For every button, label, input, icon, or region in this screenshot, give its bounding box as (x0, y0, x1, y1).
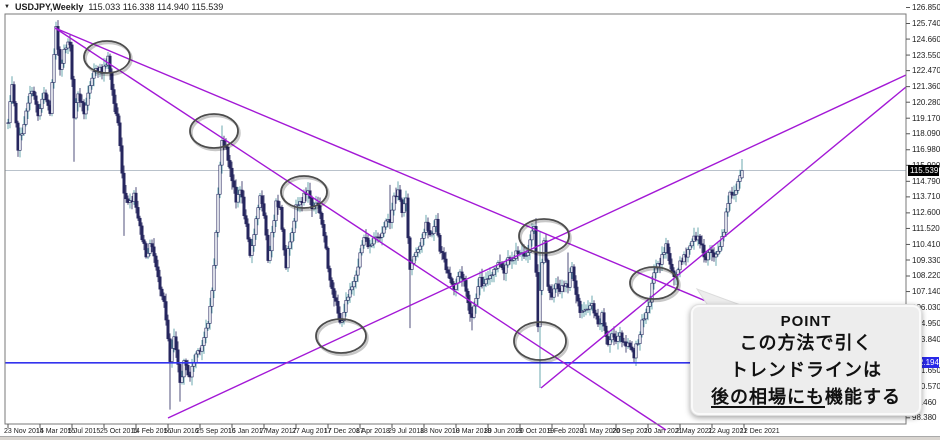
trendline[interactable] (167, 74, 907, 419)
price-tick-label: 125.740 (912, 19, 940, 28)
date-tick-label: 9 Feb 2020 (548, 428, 584, 435)
annotation-ellipse[interactable] (513, 321, 567, 361)
price-tick-label: 101.650 (912, 366, 940, 376)
date-tick-label: 29 Jul 2018 (388, 428, 425, 435)
callout-title: POINT (780, 313, 832, 330)
date-tick-label: 2 May 2021 (676, 428, 713, 435)
annotation-ellipse[interactable] (518, 218, 570, 254)
trendline[interactable] (54, 27, 667, 431)
price-tick-label: 121.360 (912, 82, 940, 92)
price-tick-label: 123.550 (912, 50, 940, 60)
callout-line-1: この方法で引く (739, 333, 873, 353)
price-tick-label: 119.170 (912, 113, 940, 123)
date-tick-label: 17 Dec 2017 (324, 428, 364, 435)
date-tick-label: 15 Mar 2015 (36, 428, 76, 435)
date-tick-label: 12 Dec 2021 (740, 428, 780, 435)
trendline[interactable] (540, 86, 907, 389)
annotation-ellipse[interactable] (629, 266, 679, 300)
price-tick-label: 126.850 (912, 3, 940, 12)
date-tick-label: 20 Sep 2020 (612, 428, 652, 435)
date-tick-label: 18 Nov 2018 (420, 428, 460, 435)
date-tick-label: 31 May 2020 (580, 428, 621, 435)
price-tick-label: 103.840 (912, 334, 940, 344)
point-callout: POINT この方法で引く トレンドラインは 後の相場にも機能する (690, 304, 922, 416)
price-tick-label: 124.660 (912, 34, 940, 44)
price-tick-label: 114.790 (912, 176, 940, 186)
date-tick-label: 20 Oct 2019 (516, 428, 555, 435)
date-tick-label: 5 Jul 2015 (68, 428, 101, 435)
date-tick-label: 7 May 2017 (260, 428, 297, 435)
collapse-arrow-icon[interactable]: ▼ (4, 3, 10, 10)
date-tick-label: 8 Apr 2018 (356, 428, 390, 435)
annotation-ellipse[interactable] (280, 175, 328, 209)
annotation-ellipse[interactable] (83, 40, 131, 74)
date-tick-label: 10 Jan 2021 (644, 428, 683, 435)
date-tick-label: 25 Sep 2016 (196, 428, 236, 435)
price-tick-label: 116.980 (912, 145, 940, 155)
price-tick-label: 120.280 (912, 97, 940, 107)
price-tick-label: 100.570 (912, 381, 940, 391)
price-tick-label: 107.140 (912, 287, 940, 297)
date-tick-label: 22 Aug 2021 (708, 428, 748, 435)
price-tick-label: 110.410 (912, 239, 940, 249)
symbol-timeframe-label: USDJPY,Weekly (14, 2, 84, 12)
annotation-ellipse[interactable] (315, 318, 367, 354)
date-tick-label: 10 Mar 2019 (452, 428, 492, 435)
date-tick-label: 23 Nov 2014 (4, 428, 44, 435)
callout-line-2: トレンドラインは (730, 360, 882, 380)
price-tick-label: 99.460 (912, 397, 937, 407)
hline-price-badge: 102.194 (908, 357, 939, 369)
chart-title: ▼ USDJPY,Weekly 115.033 116.338 114.940 … (4, 2, 223, 12)
date-tick-label: 25 Oct 2015 (100, 428, 139, 435)
current-price-badge: 115.539 (908, 165, 939, 177)
annotation-ellipses[interactable] (83, 40, 681, 364)
annotation-ellipse[interactable] (189, 113, 239, 149)
date-tick-label: 14 Feb 2016 (132, 428, 172, 435)
price-tick-label: 104.950 (912, 318, 940, 328)
price-tick-label: 112.600 (912, 208, 940, 218)
date-tick-label: 27 Aug 2017 (292, 428, 332, 435)
price-tick-label: 106.030 (912, 303, 940, 313)
date-tick-label: 5 Jun 2016 (164, 428, 199, 435)
callout-line-3: 後の相場にも機能する (711, 387, 901, 407)
date-tick-label: 30 Jun 2019 (484, 428, 523, 435)
price-tick-label: 111.520 (912, 223, 940, 233)
price-tick-label: 122.470 (912, 66, 940, 76)
status-bar (0, 436, 940, 440)
candles (6, 20, 744, 410)
price-tick-label: 118.090 (912, 129, 940, 139)
date-tick-label: 15 Jan 2017 (228, 428, 267, 435)
price-tick-label: 113.710 (912, 192, 940, 202)
price-tick-label: 108.220 (912, 271, 940, 281)
price-tick-label: 98.380 (912, 413, 937, 423)
price-tick-label: 109.330 (912, 255, 940, 265)
ohlc-quote-label: 115.033 116.338 114.940 115.539 (88, 2, 224, 12)
